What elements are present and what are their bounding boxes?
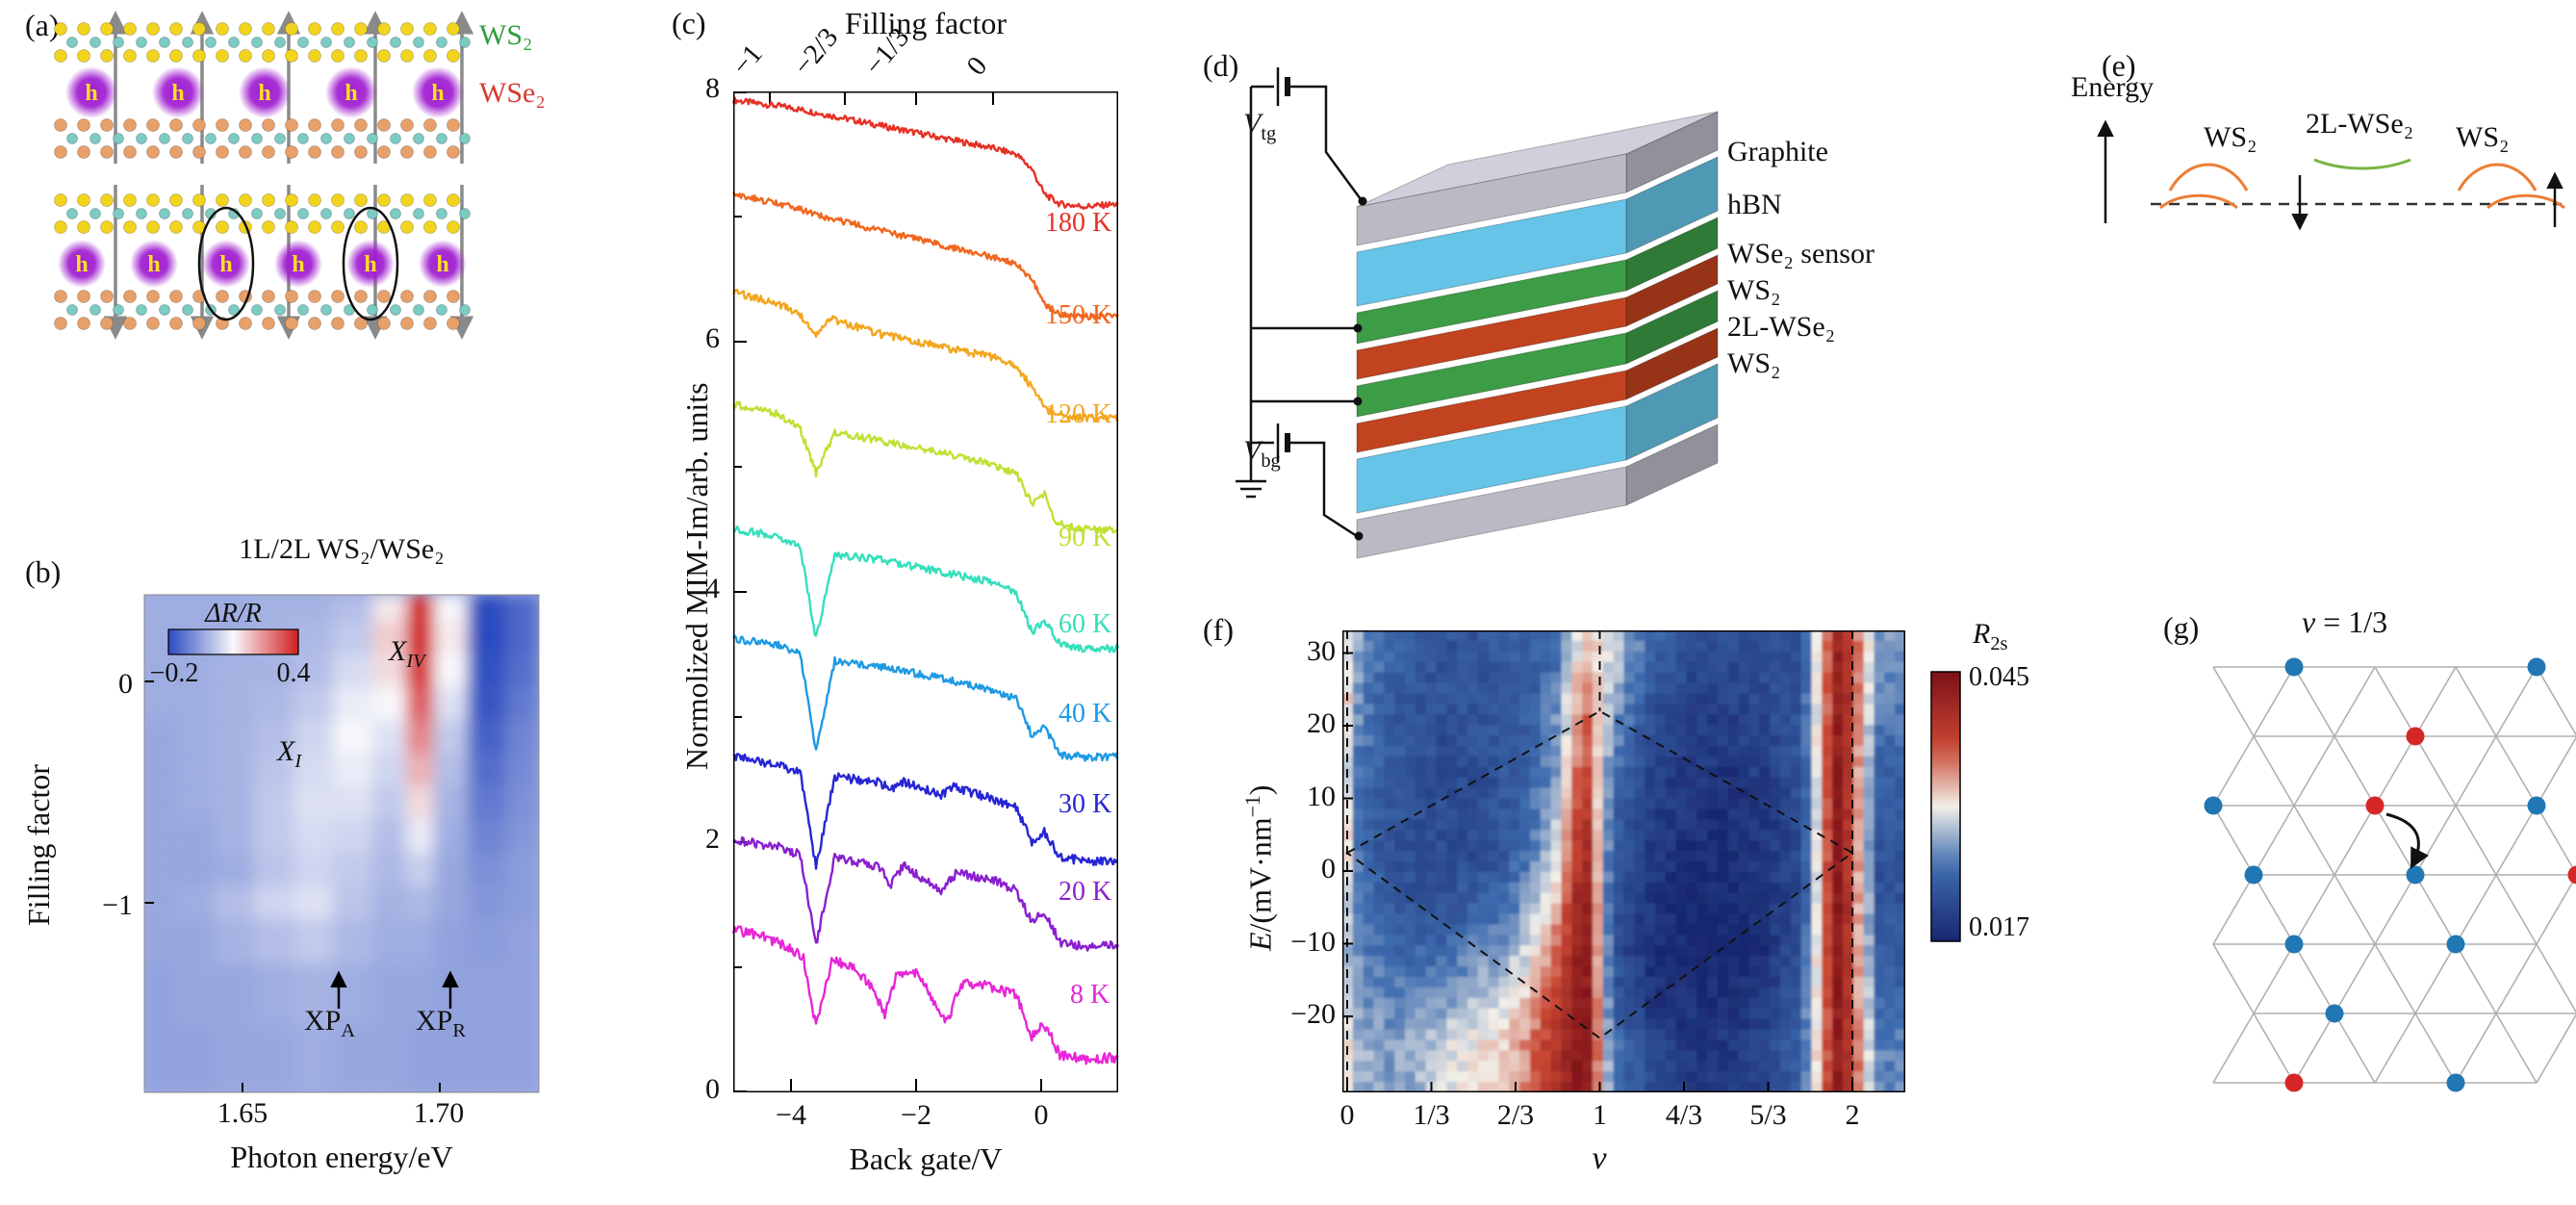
panel-e-ws2-left-label: WS₂ (2204, 121, 2257, 153)
panel-f-heatmap (1342, 630, 1905, 1092)
xpa-annotation: XPA (304, 1005, 356, 1041)
panel-f-ytick: −20 (1290, 998, 1336, 1030)
curve-label-150K: 150 K (1045, 300, 1112, 330)
panel-b-ylabel: Filling factor (21, 764, 56, 926)
xpr-annotation: XPR (416, 1005, 466, 1041)
panel-f-colorbar-min: 0.017 (1969, 912, 2029, 942)
curve-label-90K: 90 K (1058, 523, 1112, 552)
panel-c-xtick: −2 (901, 1099, 931, 1131)
panel-b-label: (b) (25, 554, 62, 589)
curve-label-20K: 20 K (1058, 877, 1112, 907)
layer-label-4: 2L-WSe₂ (1727, 311, 1836, 343)
layer-label-2: WSe₂ sensor (1727, 238, 1875, 269)
xi-annotation: XI (277, 735, 302, 772)
panel-f-xtick: 4/3 (1665, 1099, 1703, 1131)
panel-f-colorbar-max: 0.045 (1969, 662, 2029, 692)
panel-f-ytick: 10 (1307, 780, 1336, 812)
panel-c-plot (732, 91, 1120, 1092)
panel-g-title: ν = 1/3 (2302, 604, 2388, 639)
panel-f-ytick: 0 (1321, 853, 1336, 885)
panel-f-ytick: −10 (1290, 925, 1336, 958)
panel-c-ytick: 4 (705, 573, 720, 604)
panel-c-ytick: 8 (705, 72, 720, 104)
svg-text:h: h (431, 81, 444, 106)
svg-text:h: h (436, 252, 448, 277)
panel-f-xtick: 2/3 (1496, 1099, 1535, 1131)
panel-b-xtick-165: 1.65 (217, 1097, 268, 1129)
panel-f-xtick: 1/3 (1413, 1099, 1450, 1131)
panel-e-label: (e) (2102, 48, 2136, 83)
ws2-layer-label: WS₂ (479, 19, 533, 51)
panel-b-title: 1L/2L WS₂/WSe₂ (239, 533, 445, 565)
panel-c-ytick: 0 (705, 1073, 720, 1105)
panel-b-heatmap (143, 594, 540, 1093)
panel-f-xlabel: ν (1592, 1141, 1607, 1176)
svg-text:h: h (171, 81, 184, 106)
panel-a-label: (a) (25, 8, 60, 42)
top-gate-voltage-label: Vtg (1243, 108, 1277, 144)
panel-e-ws2-right-label: WS₂ (2456, 121, 2510, 153)
panel-f-xtick: 0 (1339, 1099, 1355, 1131)
panel-g-lattice (2204, 657, 2576, 1092)
panel-b-colorbar-label: ΔR/R (205, 599, 262, 628)
panel-c-ytick: 6 (705, 322, 720, 354)
layer-label-3: WS₂ (1727, 274, 1781, 306)
curve-label-120K: 120 K (1045, 399, 1112, 429)
curve-label-60K: 60 K (1058, 609, 1112, 639)
back-gate-voltage-label: Vbg (1243, 435, 1281, 472)
panel-f-colorbar (1930, 671, 1961, 942)
panel-b-colorbar-max: 0.4 (276, 658, 311, 688)
panel-d-label: (d) (1203, 48, 1239, 83)
panel-f-ytick: 30 (1307, 634, 1336, 667)
svg-text:h: h (364, 252, 376, 277)
panel-c-top-axis-label: Filling factor (845, 6, 1007, 40)
xiv-annotation: XIV (389, 635, 425, 672)
panel-c-ytick: 2 (705, 823, 720, 855)
curve-label-8K: 8 K (1070, 980, 1110, 1010)
panel-f-xtick: 2 (1845, 1099, 1860, 1131)
svg-text:h: h (147, 252, 160, 277)
panel-b-xtick-170: 1.70 (413, 1097, 465, 1129)
layer-label-1: hBN (1727, 189, 1782, 220)
svg-text:h: h (219, 252, 232, 277)
panel-b-xlabel: Photon energy/eV (230, 1140, 453, 1174)
curve-label-40K: 40 K (1058, 699, 1112, 729)
panel-c-xtick: 0 (1033, 1099, 1049, 1131)
panel-f-xtick: 1 (1593, 1099, 1607, 1131)
layer-label-0: Graphite (1727, 136, 1828, 167)
panel-e-band-diagram (2097, 119, 2565, 231)
panel-f-label: (f) (1203, 612, 1234, 647)
wse2-layer-label: WSe₂ (479, 77, 546, 109)
panel-f-ytick: 20 (1307, 707, 1336, 739)
crystal-structure-drawing: h h h h h h h h h h h (54, 11, 474, 340)
panel-c-top-tick: −1 (726, 38, 769, 82)
energy-axis-label: Energy (2071, 71, 2155, 103)
panel-e-wse2-label: 2L-WSe₂ (2306, 108, 2414, 140)
panel-f-xtick: 5/3 (1749, 1099, 1787, 1131)
svg-text:h: h (258, 81, 270, 106)
panel-g-label: (g) (2163, 610, 2200, 645)
panel-f-colorbar-label: R2s (1973, 618, 2008, 654)
panel-c-xlabel: Back gate/V (849, 1141, 1003, 1176)
layer-label-5: WS₂ (1727, 347, 1781, 379)
curve-label-180K: 180 K (1045, 208, 1112, 238)
svg-text:h: h (75, 252, 88, 277)
panel-c-top-tick: 0 (960, 50, 994, 82)
svg-text:h: h (85, 81, 97, 106)
panel-b-ytick-0: 0 (118, 668, 133, 700)
panel-c-label: (c) (672, 6, 706, 40)
svg-text:h: h (292, 252, 304, 277)
svg-text:h: h (344, 81, 357, 106)
panel-d-device-stack (1236, 67, 1719, 559)
curve-label-30K: 30 K (1058, 789, 1112, 819)
panel-b-ytick-m1: −1 (102, 889, 133, 921)
panel-c-xtick: −4 (776, 1099, 806, 1131)
panel-b-colorbar-min: −0.2 (149, 658, 199, 688)
